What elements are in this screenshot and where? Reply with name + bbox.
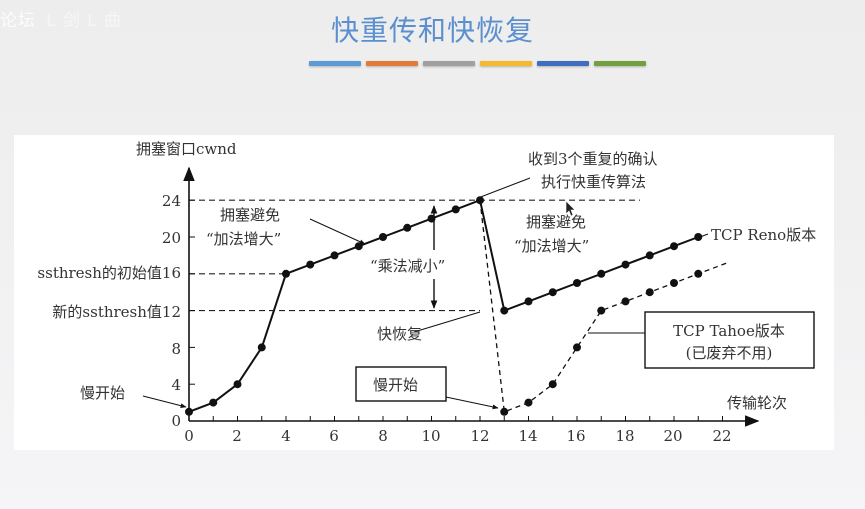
data-point — [524, 297, 533, 306]
color-bar — [423, 61, 475, 66]
annotation-reno: TCP Reno版本 — [711, 226, 816, 244]
tahoe-box — [644, 311, 815, 369]
x-axis-label: 传输轮次 — [727, 394, 787, 412]
x-tick-label: 22 — [712, 427, 731, 445]
annotation-tahoe-line1: TCP Tahoe版本 — [673, 322, 785, 340]
slide-title: 快重传和快恢复 — [330, 14, 534, 47]
data-point — [597, 306, 606, 315]
leader-dup-ack — [477, 177, 531, 199]
color-bar — [309, 61, 361, 66]
data-point — [233, 380, 242, 389]
watermark: 论坛 L 剑 L 曲 — [0, 6, 122, 31]
data-point — [524, 398, 533, 407]
leader-ca1 — [309, 218, 366, 245]
x-tick-label: 0 — [184, 427, 194, 445]
color-bar — [480, 61, 532, 66]
x-tick-label: 10 — [421, 427, 440, 445]
tahoe-line — [479, 200, 728, 413]
mouse-cursor-icon — [565, 200, 576, 217]
data-point — [573, 279, 581, 287]
x-tick-label: 14 — [518, 427, 537, 445]
data-point — [185, 407, 193, 416]
x-tick-label: 8 — [378, 427, 388, 445]
data-point — [500, 407, 509, 416]
data-point — [597, 269, 606, 278]
y-tick-label-20: 20 — [162, 229, 181, 247]
y-tick-label-4: 4 — [171, 376, 181, 394]
data-point — [645, 251, 654, 260]
data-point — [621, 297, 630, 306]
data-point — [573, 343, 581, 352]
data-point — [354, 242, 363, 251]
axes — [183, 166, 760, 427]
data-point — [548, 288, 557, 297]
leader-reno — [699, 233, 709, 238]
x-ticks — [212, 416, 723, 421]
x-tick-labels: 0 2 4 6 8 10 12 14 16 18 20 22 — [184, 427, 731, 445]
data-point — [670, 242, 678, 251]
watermark-text: 论坛 — [0, 11, 36, 31]
annotation-fast-recovery: 快恢复 — [377, 325, 422, 343]
data-point — [645, 288, 654, 297]
annotation-slow-start-1: 慢开始 — [80, 384, 125, 402]
annotation-dup-line1: 收到3个重复的确认 — [528, 150, 658, 168]
color-bar — [594, 61, 646, 66]
data-point — [403, 223, 412, 232]
leader-slow-start-1 — [142, 395, 187, 408]
x-tick-label: 18 — [615, 427, 634, 445]
leader-slow-start-2 — [445, 396, 499, 410]
annotation-leaders — [142, 177, 709, 410]
slow-start-box — [355, 366, 447, 402]
x-tick-label: 4 — [281, 427, 291, 445]
x-tick-label: 16 — [566, 427, 585, 445]
reno-line — [188, 198, 699, 413]
data-point — [306, 260, 315, 269]
annotation-md: “乘法减小” — [370, 257, 445, 275]
y-tick-label-16: ssthresh的初始值16 — [37, 264, 181, 282]
reference-lines — [189, 199, 640, 312]
color-bar-strip — [309, 61, 646, 66]
leader-fast-recovery — [413, 311, 481, 333]
data-point — [379, 233, 387, 241]
annotation-ca2-line2: “加法增大” — [514, 237, 589, 255]
annotation-dup-line2: 执行快重传算法 — [541, 173, 646, 191]
series-group — [185, 196, 728, 416]
data-point — [257, 343, 266, 352]
annotation-slow-start-2: 慢开始 — [373, 376, 418, 394]
y-tick-label-8: 8 — [171, 340, 181, 358]
x-tick-label: 20 — [663, 427, 682, 445]
x-tick-label: 12 — [470, 427, 489, 445]
y-ticks — [189, 199, 195, 385]
x-tick-label: 6 — [329, 427, 339, 445]
annotation-ca1-line1: 拥塞避免 — [220, 206, 280, 224]
color-bar — [537, 61, 589, 66]
data-point — [500, 306, 509, 315]
annotation-ca1-line2: “加法增大” — [206, 230, 281, 248]
data-point — [330, 251, 339, 260]
y-tick-label-24: 24 — [162, 192, 181, 210]
annotation-tahoe-line2: (已废弃不用) — [686, 344, 773, 362]
data-point — [694, 233, 703, 241]
y-axis-label: 拥塞窗口cwnd — [136, 140, 237, 158]
data-point — [282, 269, 290, 278]
y-tick-label-12: 新的ssthresh值12 — [52, 303, 181, 321]
y-tick-label-0: 0 — [171, 412, 181, 430]
color-bar — [366, 61, 418, 66]
data-point — [209, 398, 218, 407]
annotation-ca2-line1: 拥塞避免 — [526, 213, 586, 231]
data-point — [694, 269, 703, 278]
x-tick-label: 2 — [232, 427, 242, 445]
watermark-logo: L 剑 L 曲 — [46, 11, 123, 31]
data-point — [621, 260, 630, 269]
data-point — [670, 279, 678, 287]
data-point — [451, 205, 460, 214]
data-point — [548, 380, 557, 389]
